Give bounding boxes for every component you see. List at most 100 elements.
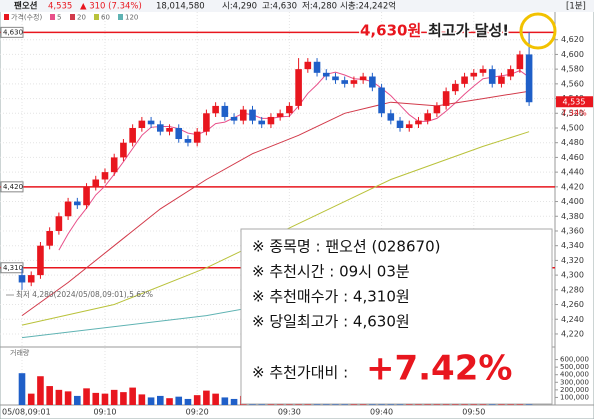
y-tick-label: 4,260 [561,300,584,309]
candle-body [470,72,478,77]
info-line: ※ 추천시간 : 09시 03분 [252,263,410,281]
volume-bar [101,393,109,405]
volume-bar [193,395,201,405]
y-tick-label: 4,480 [561,138,584,147]
y-tick-label: 4,460 [561,153,584,162]
candle-body [101,172,109,180]
y-tick-label: 4,360 [561,226,584,235]
candle-body [433,105,441,114]
candle-body [92,179,100,187]
legend-swatch [4,14,9,20]
candle-body [415,120,422,125]
candle-body [387,113,395,121]
stock-high: 고:4,630 [262,2,297,12]
stock-change: ▲ 310 (7.34%) [80,2,142,12]
candle-body [258,120,266,125]
period: [1분] [566,2,586,12]
y-tick-label: 4,560 [561,79,584,88]
legend-label: 120 [125,14,138,22]
candle-body [267,116,275,125]
stock-cap: 시총:24,242억 [340,1,396,12]
volume-tick-label: 400,000 [560,371,589,379]
header-bar [0,0,594,12]
price-tag-change: 7.34% [561,109,587,118]
highlight-circle [519,12,557,50]
y-tick-label: 4,600 [561,50,584,59]
legend-label: 20 [77,14,86,22]
volume-bar [203,390,210,405]
candle-body [488,69,496,84]
volume-label: 거래량 [10,348,30,357]
volume-bar [129,387,136,405]
y-tick-label: 4,400 [561,197,584,206]
candle-body [157,124,164,132]
legend-swatch [94,14,99,20]
legend-swatch [70,14,75,20]
candle-body [46,230,53,246]
candle-body [369,76,376,88]
candle-body [516,54,524,70]
candle-body [138,120,146,128]
volume-bar [147,397,155,405]
y-tick-label: 4,220 [561,329,584,338]
volume-bar [184,398,192,405]
candle-body [221,105,229,117]
x-tick-label: 09:20 [186,408,209,417]
volume-bar [175,396,183,405]
high-price-annotation: 4,630원 [360,22,421,40]
y-tick-label: 4,380 [561,212,584,221]
reference-tag [0,262,24,274]
y-tick-label: 4,420 [561,182,584,191]
volume-bar [83,388,90,405]
volume-bar [92,392,100,405]
candle-body [452,83,459,92]
volume-tick-label: 200,000 [560,386,589,394]
high-text-annotation: 최고가 달성! [428,22,509,40]
candle-body [461,76,468,84]
y-tick-label: 4,280 [561,285,584,294]
legend-swatch [50,14,55,20]
candle-body [286,105,293,114]
y-tick-label: 4,440 [561,168,584,177]
y-tick-label: 4,620 [561,35,584,44]
candle-body [332,76,339,81]
candle-body [239,109,247,121]
volume-bar [46,386,53,405]
legend-label: 60 [101,14,110,22]
candle-body [304,61,312,70]
candle-body [424,113,431,121]
stock-low: 저:4,280 [302,2,337,12]
x-tick-label: 05/08,09:01 [2,408,51,417]
y-tick-label: 4,320 [561,256,584,265]
candle-body [193,131,201,143]
y-tick-label: 4,300 [561,271,584,280]
candle-body [18,275,26,283]
info-highlight: +7.42% [366,349,512,389]
candle-body [295,69,302,106]
y-tick-label: 4,240 [561,315,584,324]
candle-body [313,61,321,73]
price-tag [556,96,593,108]
candle-body [83,186,90,206]
candle-body [129,127,136,143]
volume-tick-label: 300,000 [560,378,589,386]
candle-body [110,157,118,173]
candle-body [64,201,72,217]
candle-body [184,139,192,143]
candle-body [479,69,487,73]
candle-body [442,91,450,106]
volume-tick-label: 500,000 [560,363,589,371]
volume-bar [27,393,35,405]
volume-bar [230,398,238,405]
candle-body [27,275,35,283]
reference-label: 4,630 [3,28,23,36]
info-line: ※ 추천매수가 : 4,310원 [252,288,410,306]
candle-body [120,142,127,158]
candle-body [378,87,385,114]
volume-bar [64,391,72,405]
volume-bar [212,393,219,405]
volume-bar [157,395,164,405]
price-tag-label: 4,535 [563,98,586,107]
info-line: ※ 당일최고가 : 4,630원 [252,313,410,331]
info-line: ※ 종목명 : 팬오션 (028670) [252,238,440,256]
